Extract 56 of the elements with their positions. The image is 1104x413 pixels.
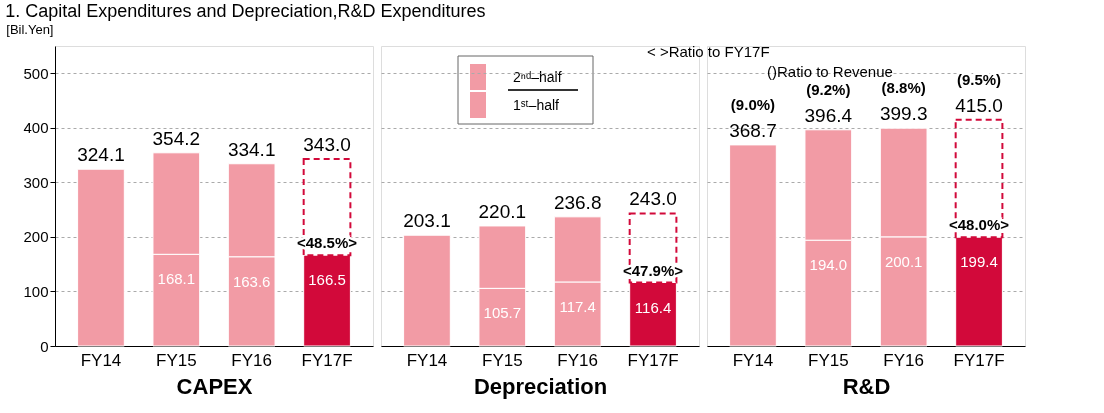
x-tick-label: FY17F <box>953 350 1005 370</box>
legend-label: 2ⁿᵈ–half <box>513 69 562 85</box>
annotation: <48.0%> <box>949 216 1010 234</box>
total-label: 354.2 <box>152 127 201 149</box>
x-axis-title: Depreciation <box>473 373 608 399</box>
annotation: < >Ratio to FY17F <box>647 43 770 60</box>
annotation: (9.5%) <box>956 70 1002 88</box>
total-label: 415.0 <box>955 94 1003 116</box>
annotation: (9.2%) <box>806 80 851 98</box>
legend-label: 1ˢᵗ–half <box>513 97 560 113</box>
total-label: 343.0 <box>303 133 351 155</box>
data-label: 166.5 <box>308 271 346 289</box>
data-label: 116.4 <box>634 298 672 316</box>
x-tick-label: FY14 <box>732 350 774 370</box>
total-label: 220.1 <box>478 200 527 222</box>
data-label: 117.4 <box>559 297 596 315</box>
y-tick-label: 0 <box>40 337 49 355</box>
x-tick-label: FY15 <box>808 350 849 370</box>
y-tick-label: 200 <box>23 228 49 246</box>
y-tick-label: 500 <box>23 64 49 82</box>
x-axis-title: CAPEX <box>176 373 253 399</box>
x-tick-label: FY15 <box>156 350 197 370</box>
total-label: 368.7 <box>729 119 777 141</box>
data-label: 163.6 <box>232 272 271 290</box>
x-axis-title: R&D <box>842 373 891 399</box>
y-tick-label: 400 <box>23 119 49 137</box>
total-label: 203.1 <box>403 210 451 232</box>
x-tick-label: FY17F <box>301 350 353 370</box>
annotation: (9.0%) <box>730 95 776 113</box>
bar <box>403 234 451 347</box>
x-tick-label: FY16 <box>883 350 924 370</box>
data-label: 199.4 <box>960 253 998 271</box>
total-label: 324.1 <box>77 144 125 166</box>
x-tick-label: FY14 <box>406 350 448 370</box>
x-tick-label: FY15 <box>482 350 523 370</box>
data-label: 168.1 <box>157 270 196 288</box>
bar <box>729 144 777 347</box>
total-label: 396.4 <box>804 104 853 126</box>
x-tick-label: FY16 <box>557 350 598 370</box>
chart-title: 1. Capital Expenditures and Depreciation,R&D Expenditures <box>5 0 486 21</box>
x-tick-label: FY17F <box>627 350 679 370</box>
y-tick-label: 100 <box>23 282 49 300</box>
data-label: 194.0 <box>809 256 848 274</box>
data-label: 105.7 <box>483 304 522 322</box>
annotation: (8.8%) <box>881 79 926 97</box>
y-tick-label: 300 <box>23 173 49 191</box>
x-tick-label: FY14 <box>80 350 122 370</box>
total-label: 243.0 <box>629 188 677 210</box>
data-label: 200.1 <box>884 252 923 270</box>
total-label: 399.3 <box>879 103 928 125</box>
total-label: 334.1 <box>227 138 276 160</box>
y-axis-title: [Bil.Yen] <box>6 21 54 37</box>
annotation: ()Ratio to Revenue <box>767 63 893 80</box>
x-tick-label: FY16 <box>231 350 272 370</box>
bar <box>77 168 125 347</box>
total-label: 236.8 <box>553 191 602 213</box>
